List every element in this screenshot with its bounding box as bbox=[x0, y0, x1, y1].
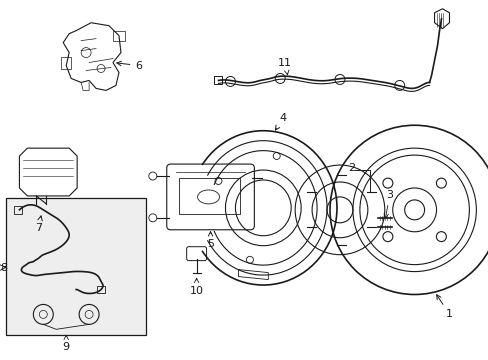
Text: 4: 4 bbox=[275, 113, 286, 130]
Text: 11: 11 bbox=[278, 58, 292, 75]
Bar bbox=[15, 206, 22, 214]
Bar bbox=[97, 285, 105, 293]
Text: 7: 7 bbox=[35, 216, 42, 233]
Text: 9: 9 bbox=[62, 335, 70, 352]
Bar bbox=[61, 57, 71, 68]
Text: 8: 8 bbox=[0, 262, 7, 273]
Text: 5: 5 bbox=[206, 231, 214, 249]
Text: 6: 6 bbox=[117, 60, 142, 71]
Text: 3: 3 bbox=[383, 190, 392, 218]
Text: 2: 2 bbox=[347, 163, 355, 173]
Bar bbox=[113, 31, 124, 41]
Bar bbox=[178, 178, 240, 214]
Text: 10: 10 bbox=[189, 278, 203, 296]
Bar bbox=[6, 198, 145, 335]
Bar bbox=[213, 76, 221, 85]
Text: 1: 1 bbox=[436, 295, 452, 319]
